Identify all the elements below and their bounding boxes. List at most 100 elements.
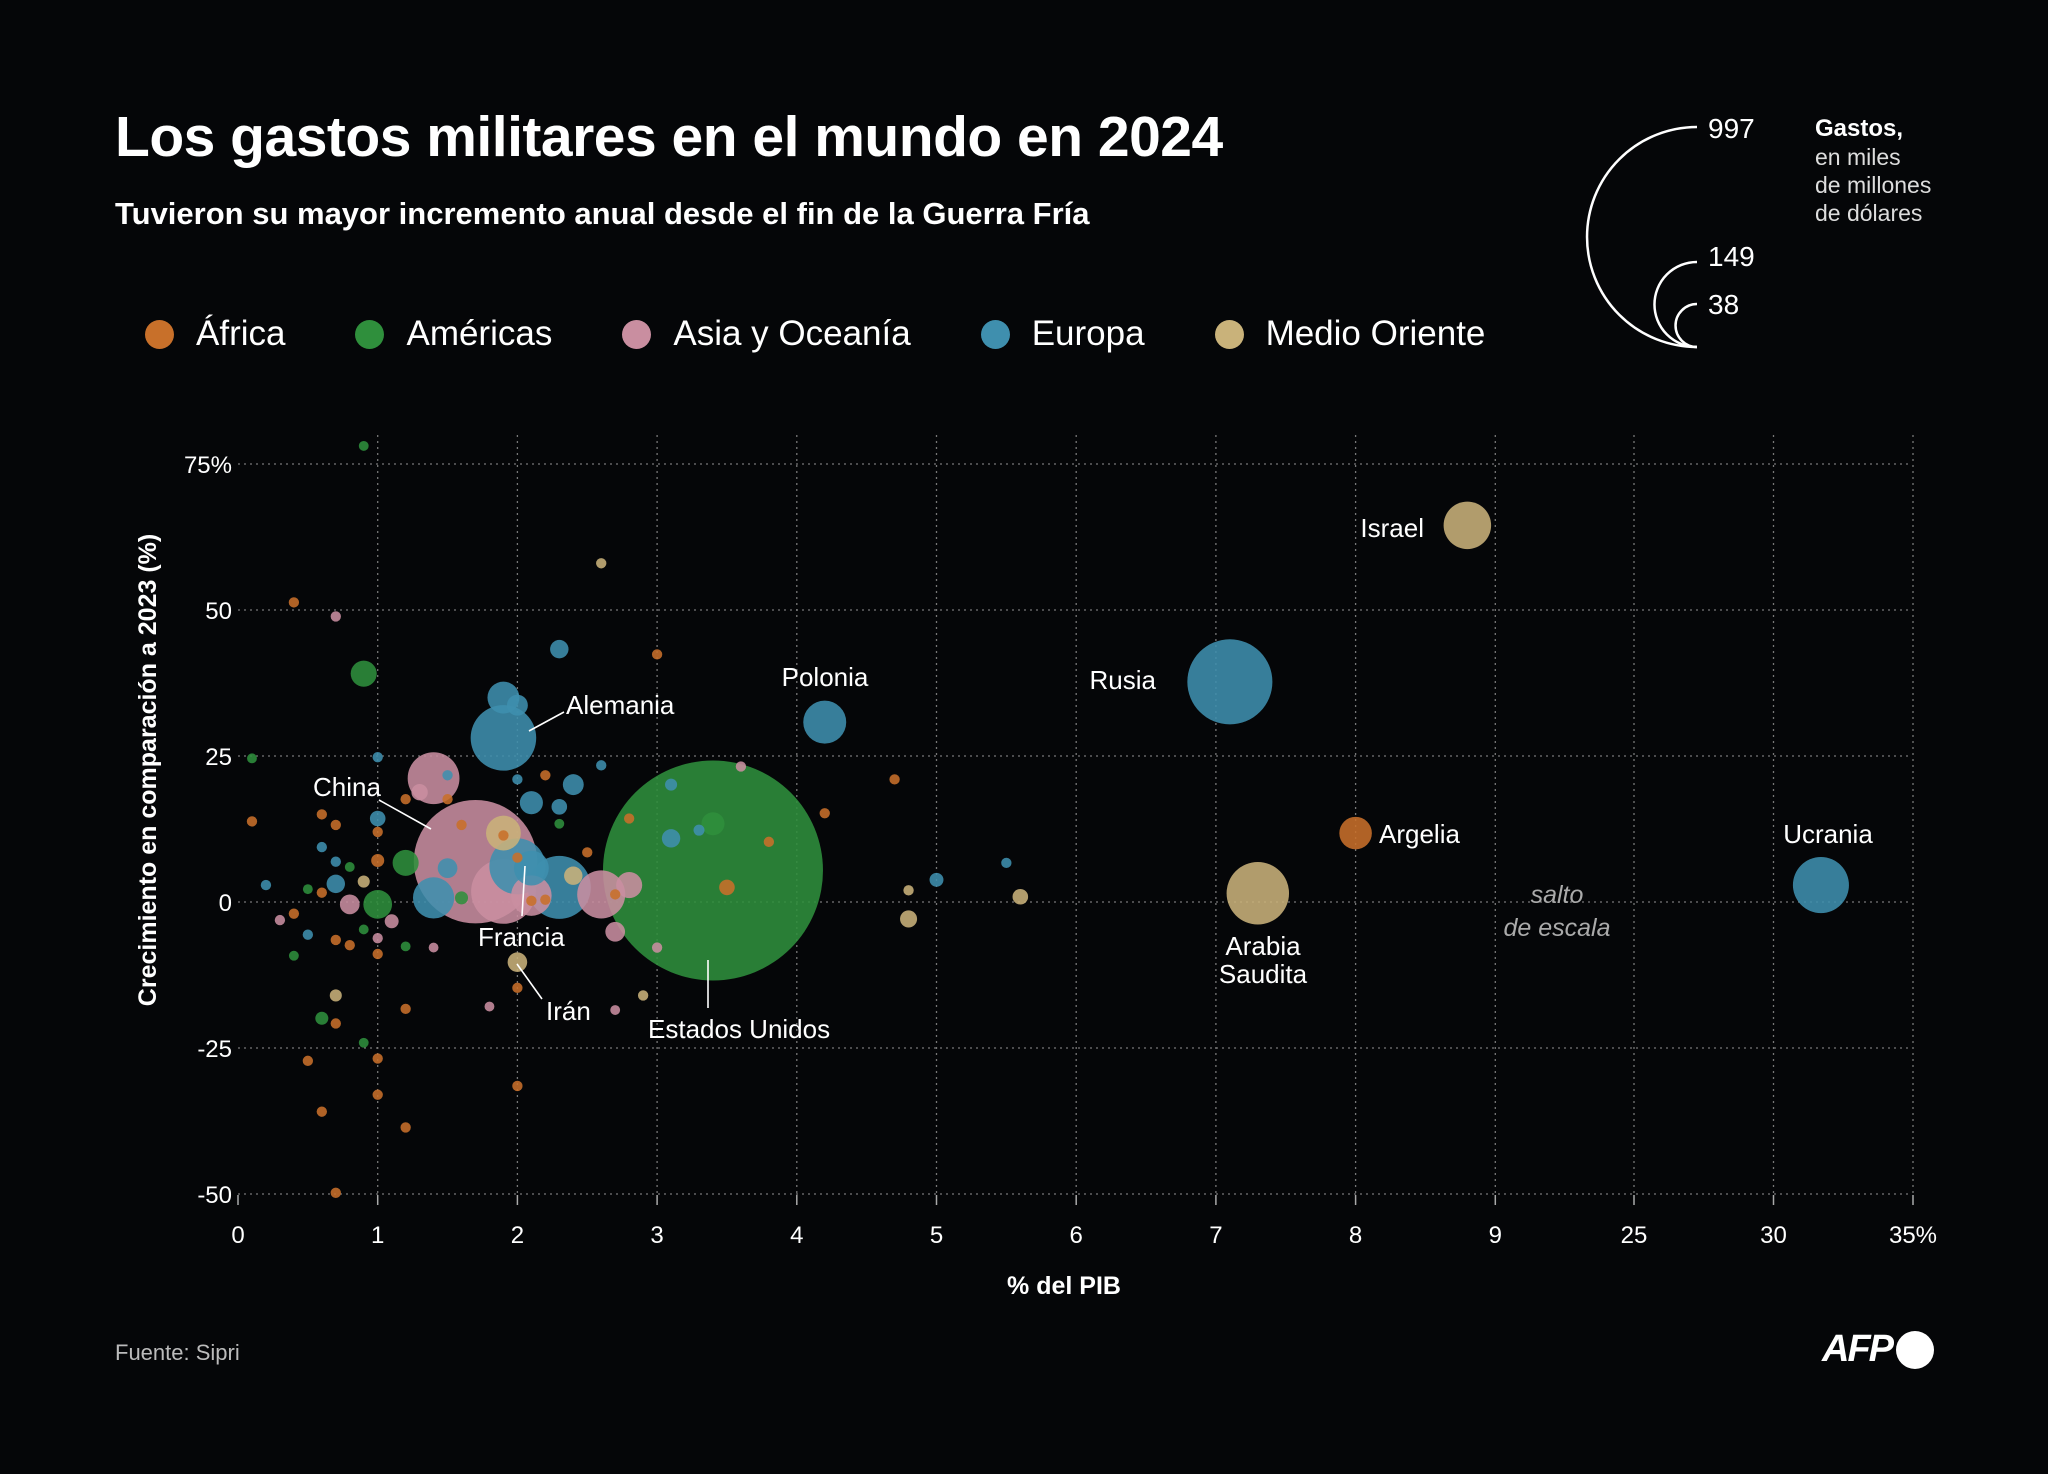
legend-item-africa: África — [145, 314, 285, 354]
legend-label: Asia y Oceanía — [673, 314, 911, 353]
point-country — [513, 850, 549, 886]
country-label: Irán — [546, 996, 591, 1026]
point-country — [400, 1122, 411, 1133]
point-country — [551, 799, 568, 815]
point-argelia — [1339, 816, 1372, 850]
point-estados-unidos — [602, 760, 823, 981]
point-country — [550, 639, 569, 659]
point-country — [610, 1005, 621, 1015]
point-country — [456, 819, 467, 831]
point-country — [329, 989, 342, 1002]
point-country — [484, 1001, 495, 1012]
point-country — [260, 879, 272, 891]
y-tick-label: -25 — [197, 1036, 232, 1063]
point-country — [616, 872, 643, 899]
point-country — [763, 836, 775, 848]
point-country — [428, 942, 439, 953]
point-country — [903, 885, 914, 896]
size-legend: 997 149 38 — [1585, 113, 1755, 349]
point-country — [357, 875, 370, 888]
point-country — [719, 879, 735, 896]
point-country — [701, 812, 725, 836]
point-country — [330, 856, 341, 867]
point-country — [316, 809, 327, 820]
y-axis-title: Crecimiento en comparación a 2023 (%) — [134, 534, 162, 1006]
point-country — [371, 854, 385, 868]
point-country — [651, 942, 663, 953]
point-country — [330, 611, 341, 622]
point-country — [582, 847, 593, 858]
point-country — [316, 887, 327, 898]
region-legend: África Américas Asia y Oceanía Europa Me… — [145, 314, 1555, 354]
point-country — [372, 826, 383, 838]
point-country — [372, 933, 383, 944]
leader-line — [516, 963, 543, 1000]
legend-item-americas: Américas — [355, 314, 552, 354]
country-label: Polonia — [782, 662, 869, 692]
legend-swatch — [622, 319, 652, 349]
point-country — [392, 849, 419, 876]
point-country — [384, 914, 399, 929]
leader-line — [521, 865, 526, 917]
point-country — [564, 866, 583, 885]
point-country — [358, 440, 369, 451]
size-legend-line: en miles — [1815, 144, 1901, 170]
size-legend-arc-997 — [1585, 125, 1698, 349]
point-country — [288, 908, 300, 919]
point-country — [339, 894, 360, 915]
point-country — [512, 852, 523, 863]
point-country — [900, 910, 918, 928]
leader-line — [528, 711, 565, 732]
country-label: Arabia Saudita — [1219, 931, 1308, 989]
tick-labels: 0 1 2 3 4 5 6 7 8 9 25 30 35% 75% 50 25 0 -25 -50 — [184, 452, 1937, 1249]
point-country — [455, 891, 469, 905]
point-country — [330, 1187, 341, 1198]
point-country — [889, 774, 900, 785]
country-label-line: Saudita — [1219, 959, 1308, 989]
point-country — [610, 889, 621, 900]
point-country — [372, 1089, 383, 1100]
scale-break-note: de escala — [1503, 914, 1610, 942]
y-tick-label: 0 — [219, 890, 232, 917]
point-country — [302, 1055, 314, 1067]
point-country — [596, 558, 607, 569]
legend-label: Américas — [406, 314, 553, 353]
country-label: China — [313, 772, 381, 802]
point-country — [344, 940, 355, 951]
size-legend-arc-149 — [1653, 260, 1698, 349]
x-tick-label: 5 — [930, 1222, 943, 1249]
point-country — [400, 1003, 411, 1015]
point-country — [1001, 857, 1012, 869]
point-country — [358, 1037, 369, 1048]
size-legend-heading: Gastos, — [1815, 115, 1904, 142]
point-country — [1012, 888, 1029, 905]
y-tick-label: 50 — [205, 598, 232, 625]
point-country — [372, 948, 383, 960]
point-polonia — [803, 700, 847, 744]
point-country — [442, 794, 453, 805]
point-country — [350, 660, 377, 687]
size-legend-line: de millones — [1815, 172, 1932, 198]
point-country — [437, 858, 458, 878]
point-country — [651, 649, 663, 660]
size-legend-title: Gastos, en miles de millones de dólares — [1815, 114, 1931, 227]
point-country — [411, 784, 428, 801]
afp-logo-dot — [1896, 1330, 1934, 1369]
legend-swatch — [1214, 319, 1244, 349]
point-country — [369, 810, 386, 827]
legend-label: Medio Oriente — [1265, 314, 1486, 353]
country-label: Alemania — [566, 690, 675, 720]
country-label: Israel — [1360, 513, 1424, 543]
point-country — [519, 791, 543, 815]
size-legend-line: de dólares — [1815, 200, 1923, 226]
point-country — [330, 1018, 341, 1029]
point-country — [302, 884, 313, 895]
legend-label: Europa — [1031, 314, 1145, 353]
point-irán — [507, 952, 528, 972]
point-ucrania — [1792, 857, 1849, 914]
point-country — [316, 1106, 327, 1117]
point-country — [274, 914, 286, 926]
legend-swatch — [980, 319, 1010, 349]
